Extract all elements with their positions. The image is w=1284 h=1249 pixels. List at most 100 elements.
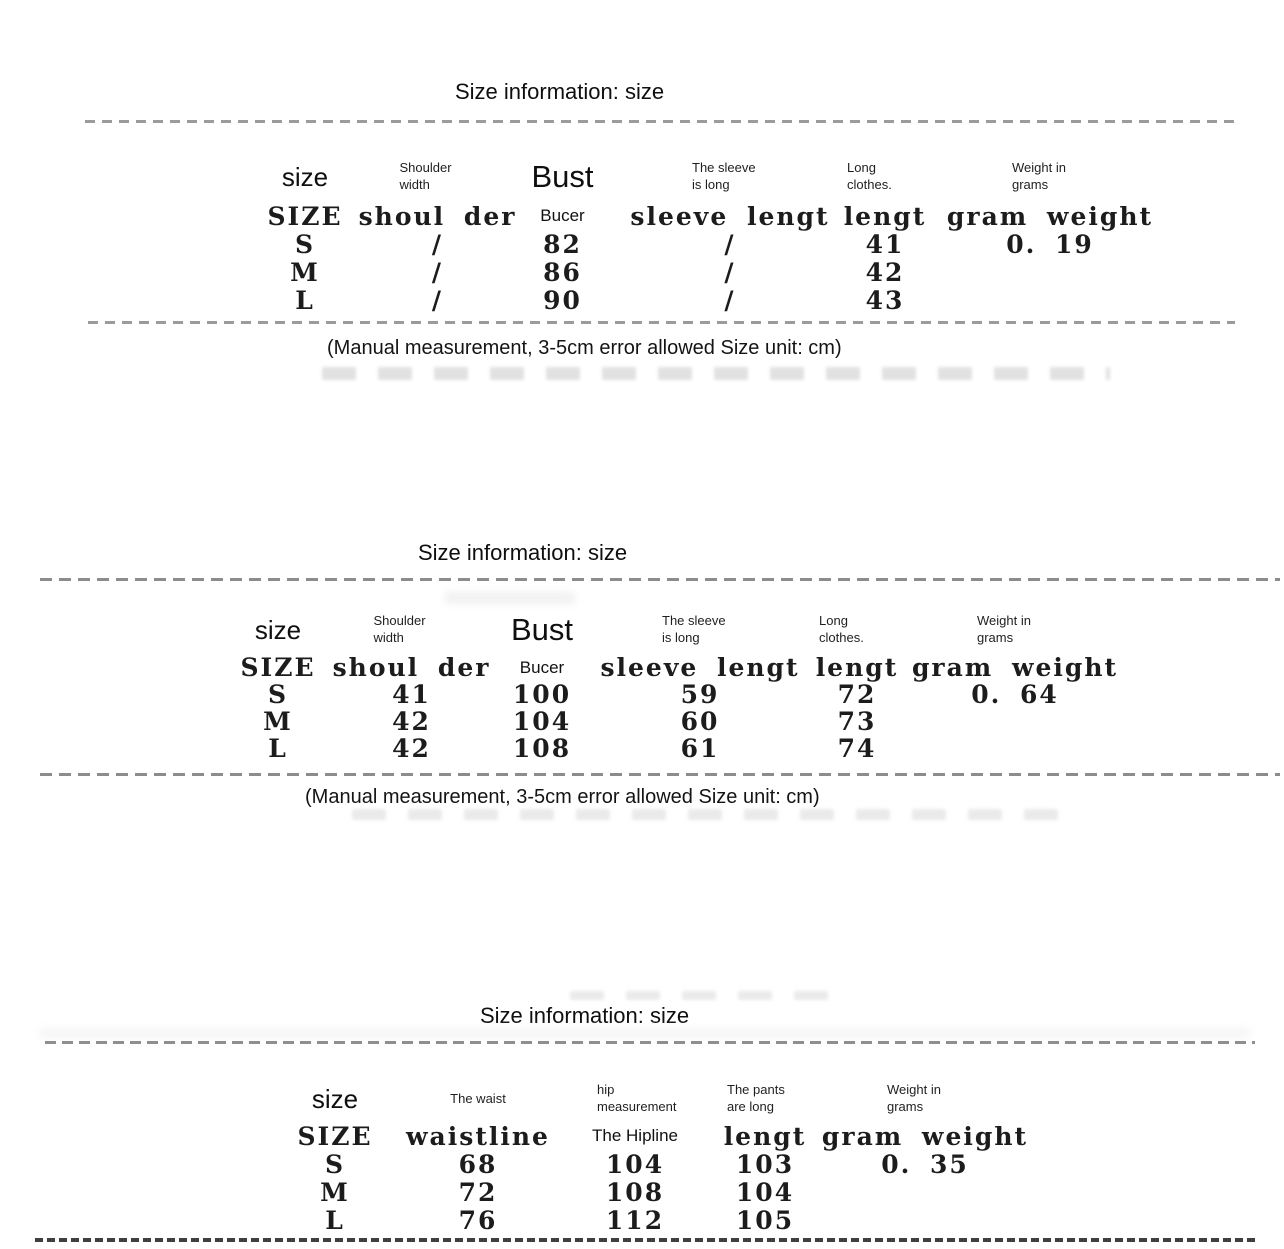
artifact-smudge	[445, 592, 575, 604]
data-cell: 100	[512, 680, 572, 709]
column-header-top-label: Weight in grams	[887, 1082, 941, 1114]
column-header-top: Weight in grams	[816, 1076, 1034, 1122]
row-label: S	[324, 1149, 346, 1179]
artifact-smudge	[40, 1028, 1250, 1038]
data-cell: 90	[543, 285, 582, 315]
data-cell: /	[431, 285, 444, 315]
divider-dashed-line	[85, 120, 1235, 123]
data-cell: 103	[735, 1149, 795, 1179]
column-header-top: The sleeve is long	[604, 606, 796, 654]
data-cell: 41	[865, 229, 905, 259]
column-header: lengt	[815, 653, 899, 682]
column-header-top: Long clothes.	[840, 152, 930, 202]
data-cell: 104	[735, 1177, 795, 1207]
data-cell: 0. 64	[971, 680, 1059, 709]
data-cell: 74	[837, 734, 877, 763]
data-cell: 43	[865, 285, 905, 315]
column-header-top-label: The sleeve is long	[662, 613, 726, 645]
data-cell: 104	[512, 707, 572, 736]
column-header: lengt	[843, 201, 927, 231]
column-header-top: Weight in grams	[918, 606, 1112, 654]
measurement-note: (Manual measurement, 3-5cm error allowed…	[305, 786, 820, 808]
data-cell: 72	[458, 1177, 498, 1207]
row-label: S	[267, 680, 289, 709]
column-header: waistline	[406, 1121, 550, 1151]
column-header-top-label: The pants are long	[727, 1082, 785, 1114]
data-cell: /	[724, 229, 736, 259]
data-cell: 108	[605, 1177, 665, 1207]
data-cell: /	[724, 257, 736, 287]
data-cell: 0. 35	[881, 1149, 969, 1179]
column-header: The Hipline	[592, 1126, 678, 1145]
data-cell: /	[431, 229, 444, 259]
data-cell: 68	[458, 1149, 498, 1179]
section-title: Size information: size	[418, 540, 628, 565]
data-cell: 82	[543, 229, 582, 259]
column-header: sleeve lengt	[630, 201, 830, 231]
row-label: L	[268, 734, 288, 763]
column-header-top: The waist	[400, 1076, 556, 1122]
data-cell	[918, 735, 1112, 762]
data-cell: 104	[605, 1149, 665, 1179]
divider-dashed-line	[40, 578, 1280, 581]
column-header-top: The pants are long	[714, 1076, 816, 1122]
data-cell: 42	[392, 707, 431, 736]
column-header: SIZE	[297, 1121, 373, 1151]
data-cell: 86	[543, 257, 582, 287]
data-cell: 61	[680, 734, 720, 763]
column-header: Bucer	[519, 657, 565, 677]
size-table-top-1: size Shoulder width Bust The sleeve is l…	[240, 152, 1170, 315]
data-cell: 108	[512, 734, 572, 763]
column-header-top: Shoulder width	[343, 606, 480, 654]
data-cell: 42	[865, 257, 905, 287]
column-header-top-label: Shoulder width	[373, 613, 426, 645]
data-cell	[816, 1178, 1034, 1206]
divider-dashed-line	[45, 1041, 1255, 1044]
section-title: Size information: size	[480, 1003, 690, 1028]
size-table-top-2: size Shoulder width Bust The sleeve is l…	[213, 606, 1116, 763]
divider-dashed-line	[40, 773, 1280, 776]
column-header-top-label: Weight in grams	[977, 613, 1031, 645]
column-header-top-label: The sleeve is long	[692, 160, 756, 192]
row-label: M	[320, 1177, 350, 1207]
column-header-top: size	[311, 1083, 359, 1114]
row-label: M	[263, 707, 293, 736]
column-header: SIZE	[267, 201, 343, 231]
column-header-top-label: Shoulder width	[399, 160, 452, 192]
column-header: shoul der	[332, 653, 491, 682]
column-header: gram weight	[821, 1121, 1029, 1151]
column-header-top: Shoulder width	[370, 152, 505, 202]
section-title: Size information: size	[455, 79, 665, 104]
row-label: M	[290, 257, 320, 287]
column-header-top: The sleeve is long	[620, 152, 840, 202]
column-header: sleeve lengt	[600, 653, 800, 682]
data-cell: 112	[605, 1205, 665, 1235]
divider-dashed-line	[35, 1238, 1257, 1242]
column-header-top-label: The waist	[450, 1090, 506, 1106]
column-header: shoul der	[358, 201, 517, 231]
data-cell: /	[724, 285, 736, 315]
column-header-top-label: hip measurement	[597, 1082, 677, 1114]
data-cell: 105	[735, 1205, 795, 1235]
column-header: lengt	[723, 1121, 807, 1151]
column-header-top: size	[254, 614, 302, 645]
data-cell: 59	[680, 680, 720, 709]
data-cell	[930, 286, 1170, 314]
ghost-text	[322, 367, 1110, 380]
column-header: Bucer	[540, 206, 585, 225]
data-cell: 60	[680, 707, 720, 736]
column-header-top: Bust	[531, 159, 594, 194]
column-header-top: Weight in grams	[930, 152, 1170, 202]
column-header: gram weight	[946, 201, 1154, 231]
data-cell: 73	[837, 707, 877, 736]
data-cell: 72	[837, 680, 877, 709]
data-cell: 0. 19	[1006, 229, 1094, 259]
column-header-top: size	[281, 161, 329, 192]
row-label: S	[294, 229, 316, 259]
column-header: SIZE	[240, 653, 316, 682]
column-header-top-label: Long clothes.	[847, 160, 892, 192]
ghost-text	[570, 991, 835, 1000]
data-cell	[930, 258, 1170, 286]
data-cell	[816, 1206, 1034, 1234]
ghost-text	[352, 809, 1067, 820]
